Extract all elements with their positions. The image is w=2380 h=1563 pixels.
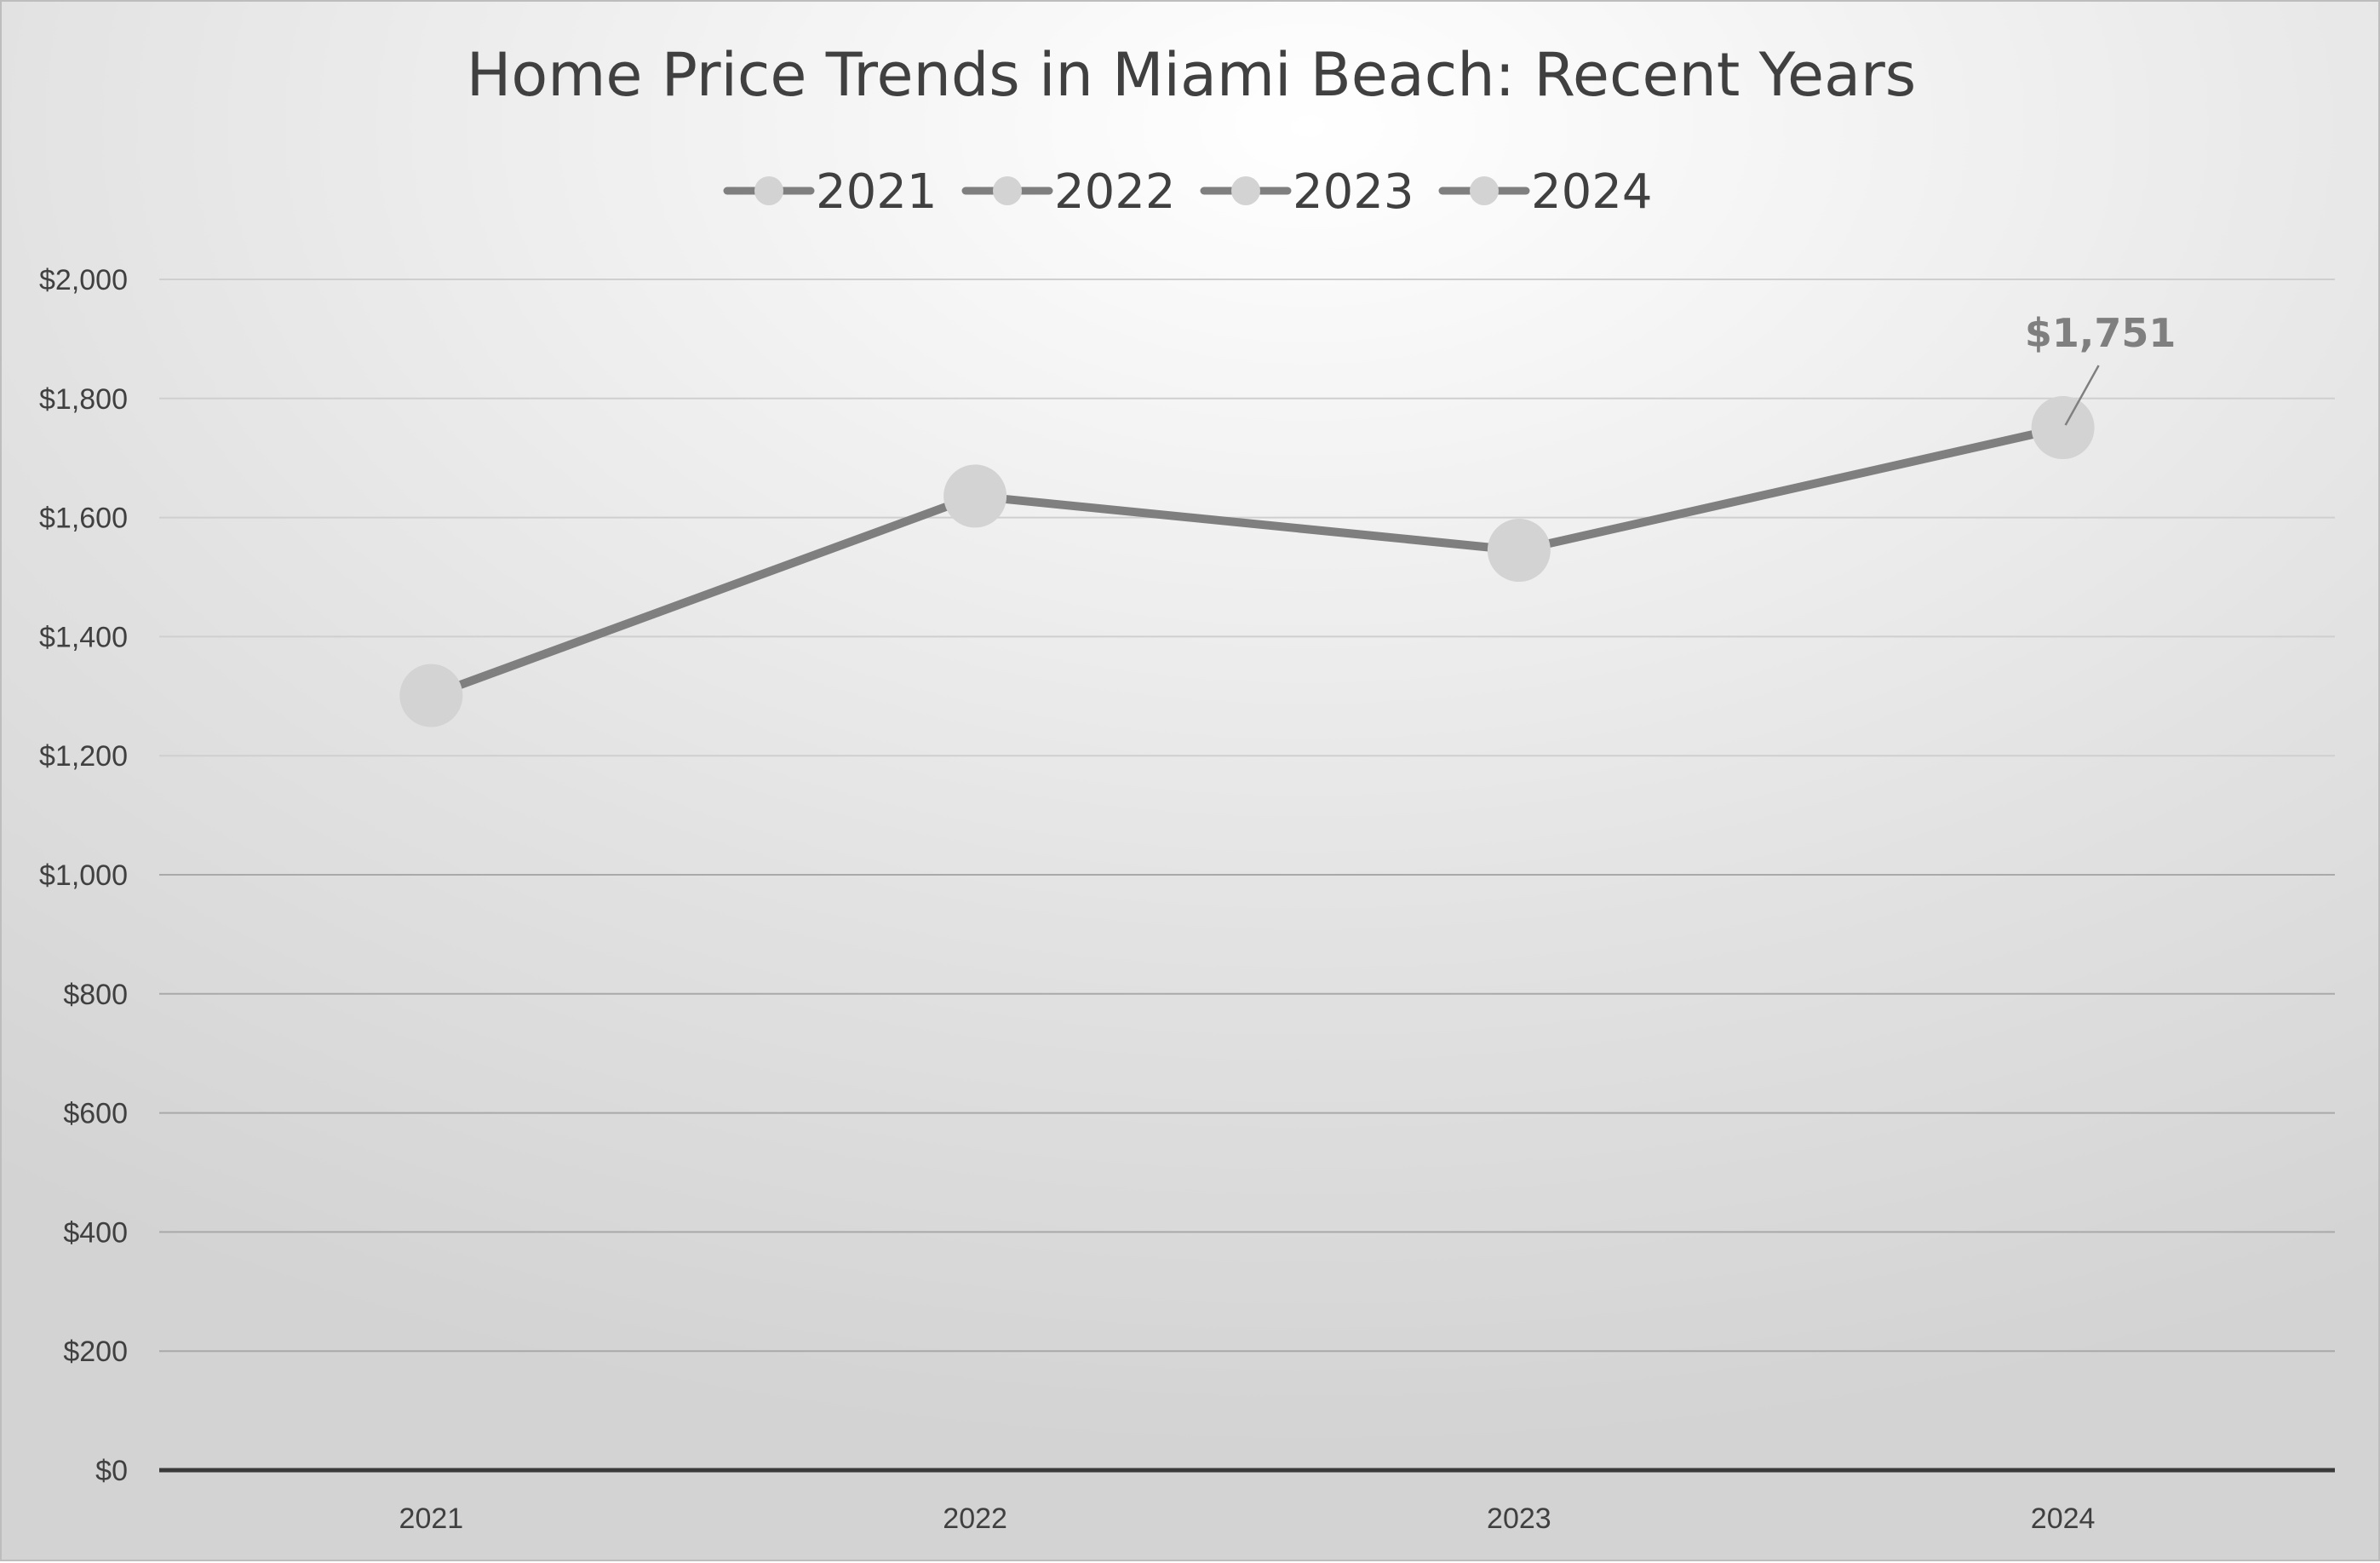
y-tick-label: $600 [63, 1098, 128, 1130]
data-point-2021 [399, 664, 463, 727]
x-tick-label: 2022 [943, 1503, 1007, 1535]
legend-marker-swatch [754, 176, 783, 205]
legend-item: 2023 [1200, 164, 1414, 220]
legend-item: 2024 [1438, 164, 1653, 220]
y-tick-label: $1,600 [39, 503, 128, 535]
y-tick-label: $1,000 [39, 859, 128, 892]
data-point-2023 [1487, 519, 1551, 583]
chart-title: Home Price Trends in Miami Beach: Recent… [467, 40, 1917, 110]
data-label: $1,751 [2025, 310, 2176, 356]
y-tick-label: $0 [95, 1455, 128, 1487]
legend-marker-swatch [1470, 176, 1499, 205]
legend-marker-swatch [1231, 176, 1260, 205]
y-tick-label: $200 [63, 1336, 128, 1368]
gridlines [159, 279, 2335, 1353]
y-tick-label: $1,400 [39, 621, 128, 653]
data-label-leader [2064, 365, 2100, 426]
legend-label: 2022 [1054, 164, 1176, 220]
y-tick-label: $400 [63, 1216, 128, 1249]
y-tick-label: $1,200 [39, 740, 128, 773]
y-tick-label: $1,800 [39, 383, 128, 416]
data-point-2024 [2031, 396, 2095, 460]
x-tick-label: 2023 [1487, 1503, 1551, 1535]
x-tick-label: 2021 [399, 1503, 464, 1535]
legend-item: 2022 [961, 164, 1176, 220]
legend-marker-swatch [993, 176, 1022, 205]
annotations: $1,751 [2025, 310, 2176, 426]
legend-label: 2024 [1531, 164, 1653, 220]
y-tick-label: $800 [63, 979, 128, 1011]
x-tick-label: 2024 [2031, 1503, 2096, 1535]
legend-label: 2023 [1293, 164, 1414, 220]
y-tick-label: $2,000 [39, 264, 128, 296]
legend-item: 2021 [723, 164, 938, 220]
legend: 2021 2022 2023 2024 [723, 164, 1653, 220]
y-axis-ticks: $0 $200 $400 $600 $800 $1,000 $1,200 $1,400 $1,6… [39, 264, 128, 1487]
legend-label: 2021 [816, 164, 938, 220]
x-axis-ticks: 2021 2022 2023 2024 [399, 1503, 2096, 1535]
series-line [427, 423, 2067, 700]
series-group [399, 396, 2095, 727]
data-point-2022 [943, 464, 1007, 528]
